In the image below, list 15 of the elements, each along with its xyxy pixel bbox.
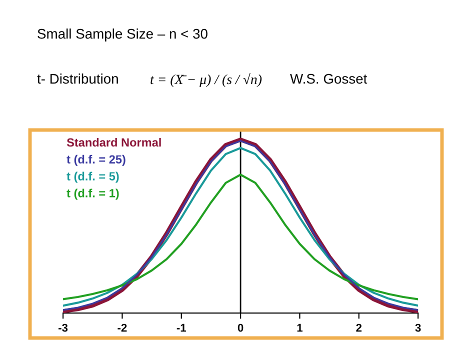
text: t (d.f. = 1) xyxy=(66,188,119,200)
x-tick-label: -1 xyxy=(176,324,186,332)
x-tick-label: 1 xyxy=(297,324,303,332)
x-tick-label: 0 xyxy=(238,324,244,332)
x-tick-label: -2 xyxy=(118,324,127,332)
x-tick-label: 2 xyxy=(356,324,362,332)
x-tick-label: -3 xyxy=(58,324,68,332)
text: W.S. Gosset xyxy=(290,74,368,84)
text: t (d.f. = 5) xyxy=(66,172,119,183)
text: t (d.f. = 25) xyxy=(66,154,126,166)
text: Standard Normal xyxy=(66,138,161,147)
text: t- Distribution xyxy=(37,74,118,84)
chart-title: Small Sample Size – n < 30 xyxy=(38,28,208,42)
text: t = (X̄ − μ) / (s / √n) xyxy=(150,73,262,87)
x-tick-label: 3 xyxy=(415,324,421,332)
